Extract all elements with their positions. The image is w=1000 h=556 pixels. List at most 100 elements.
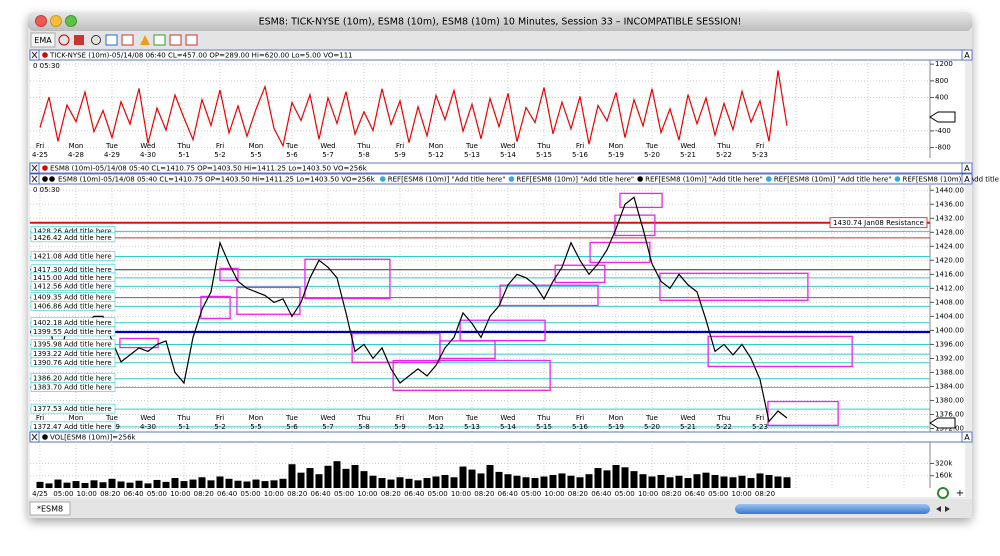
ref-box <box>659 272 809 301</box>
window-title: ESM8: TICK-NYSE (10m), ESM8 (10m), ESM8 … <box>259 17 742 28</box>
date-label: 5-19 <box>608 151 624 159</box>
weekday-label: Mon <box>69 414 84 422</box>
value-marker <box>929 417 956 429</box>
date-label: 5-8 <box>358 151 369 159</box>
date-label: 5-12 <box>428 151 444 159</box>
ref-box <box>589 241 651 264</box>
y-tick-label: 1420.00 <box>935 256 964 264</box>
date-label: 5-6 <box>286 151 298 159</box>
weekday-label: Mon <box>429 142 444 150</box>
weekday-label: Fri <box>756 142 764 150</box>
close-button[interactable] <box>35 15 47 27</box>
resistance-label: 1430.74 Jan08 Resistance <box>833 219 924 227</box>
date-label: 4-30 <box>140 423 156 431</box>
volume-bar <box>675 475 683 488</box>
volume-bar <box>342 468 350 488</box>
ref-header-text: REF[ESM8 (10m)] "Add title here" <box>516 176 634 184</box>
icon[interactable] <box>185 34 198 46</box>
time-axis-label: 08:20 <box>381 490 401 498</box>
y-tick-label: 1384.00 <box>935 382 964 390</box>
volume-bar <box>243 481 251 488</box>
date-label: 5-1 <box>178 151 189 159</box>
icon[interactable] <box>91 35 101 45</box>
scrollbar[interactable] <box>735 504 930 514</box>
y-tick-label: 1424.00 <box>935 242 964 250</box>
toolbar-button-label: EMA <box>34 36 52 45</box>
volume-bar <box>108 478 116 488</box>
icon[interactable] <box>105 34 118 46</box>
close-x <box>31 433 38 441</box>
volume-bar <box>738 475 746 488</box>
time-axis-label: 05:00 <box>427 490 447 498</box>
level-label-box <box>30 339 116 349</box>
icon[interactable] <box>169 34 182 46</box>
y-tick-label: 1436.00 <box>935 200 964 208</box>
icon[interactable] <box>58 34 70 46</box>
weekday-label: Fri <box>756 414 764 422</box>
time-axis-label: 06:40 <box>685 490 705 498</box>
time-axis-label: 05:00 <box>615 490 635 498</box>
minimize-button[interactable] <box>50 15 62 27</box>
title-bar <box>28 12 972 31</box>
date-label: 5-9 <box>394 423 405 431</box>
volume-bar <box>63 482 71 488</box>
volume-bar <box>36 481 44 488</box>
level-label-box <box>30 382 116 392</box>
volume-bar <box>99 482 107 488</box>
date-label: 5-1 <box>178 423 189 431</box>
weekday-label: Fri <box>396 414 404 422</box>
icon[interactable] <box>153 34 166 46</box>
panes: TICK-NYSE (10m)-05/14/08 06:40 CL=457.00… <box>29 49 1000 498</box>
ref-header-text: REF[ESM8 (10m)] "Add title here" <box>774 176 892 184</box>
zoom-plus[interactable]: + <box>956 488 964 499</box>
pane-button-label: A <box>964 164 970 173</box>
level-label: 1412.56 Add title here <box>33 282 112 290</box>
refresh-button[interactable] <box>937 487 949 499</box>
y-tick-label: 1408.00 <box>935 298 964 306</box>
level-label-box <box>30 357 116 368</box>
icon[interactable] <box>140 35 150 45</box>
level-label: 1399.55 Add title here <box>33 328 112 336</box>
time-axis-label: 10:00 <box>451 490 471 498</box>
tab[interactable] <box>29 501 71 516</box>
date-label: 4-29 <box>104 151 120 159</box>
date-label: 5-21 <box>680 423 696 431</box>
toolbar-button[interactable] <box>30 32 56 48</box>
pane-header-text: TICK-NYSE (10m)-05/14/08 06:40 CL=457.00… <box>49 52 353 60</box>
ref-box <box>767 400 839 426</box>
weekday-label: Tue <box>285 414 298 422</box>
date-label: 5-5 <box>250 423 261 431</box>
level-label: 1395.98 Add title here <box>33 340 112 348</box>
icon[interactable] <box>74 35 84 45</box>
time-axis-label: 10:00 <box>357 490 377 498</box>
date-label: 5-5 <box>250 151 261 159</box>
weekday-label: Thu <box>716 142 730 150</box>
toolbar-icons <box>58 34 198 46</box>
volume-bar <box>468 469 476 488</box>
weekday-label: Tue <box>645 142 658 150</box>
y-tick-label: 1428.00 <box>935 228 964 236</box>
time-axis-label: 05:00 <box>521 490 541 498</box>
volume-bar <box>486 465 494 488</box>
weekday-label: Fri <box>216 414 224 422</box>
y-tick-label: 1416.00 <box>935 270 964 278</box>
ref-box <box>499 284 599 307</box>
volume-bar <box>153 479 161 488</box>
level-label: 1402.18 Add title here <box>33 319 112 327</box>
weekday-label: Wed <box>500 142 515 150</box>
volume-bar <box>351 465 359 488</box>
date-label: 5-12 <box>428 423 444 431</box>
time-axis-label: 06:40 <box>404 490 424 498</box>
time-axis-label: 06:40 <box>591 490 611 498</box>
zoom-button[interactable] <box>65 15 77 27</box>
date-label: 5-2 <box>214 423 225 431</box>
volume-bar <box>198 477 206 488</box>
time-axis-label: 05:00 <box>708 490 728 498</box>
volume-bar <box>441 474 449 488</box>
time-axis-label: 10:00 <box>544 490 564 498</box>
scroll-arrows[interactable] <box>936 506 950 512</box>
level-label: 1377.53 Add title here <box>33 405 112 413</box>
volume-bar <box>387 479 395 488</box>
icon[interactable] <box>121 34 134 46</box>
